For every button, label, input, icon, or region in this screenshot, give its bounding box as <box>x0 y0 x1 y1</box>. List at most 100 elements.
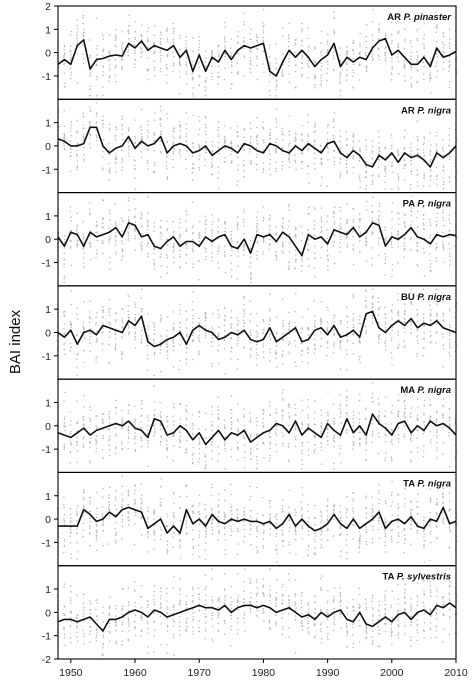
tree-dot <box>121 169 123 171</box>
tree-dot <box>185 484 188 487</box>
tree-dot <box>377 219 380 222</box>
tree-dot <box>154 400 156 403</box>
tree-dot <box>95 257 97 259</box>
tree-dot <box>75 512 78 515</box>
tree-dot <box>198 278 200 281</box>
tree-dot <box>275 84 278 86</box>
tree-dot <box>371 257 373 259</box>
tree-dot <box>134 450 137 453</box>
tree-dot <box>115 490 117 492</box>
tree-dot <box>159 235 161 238</box>
tree-dot <box>197 428 200 430</box>
tree-dot <box>358 178 361 180</box>
tree-dot <box>262 356 265 359</box>
tree-dot <box>63 45 66 48</box>
tree-dot <box>122 308 124 310</box>
tree-dot <box>76 33 78 36</box>
tree-dot <box>436 61 438 64</box>
tree-dot <box>288 342 291 345</box>
tree-dot <box>231 347 233 350</box>
tree-dot <box>146 39 149 41</box>
tree-dot <box>390 423 393 425</box>
tree-dot <box>70 121 73 123</box>
tree-dot <box>173 424 175 426</box>
tree-dot <box>358 159 361 162</box>
tree-dot <box>192 290 194 293</box>
tree-dot <box>172 40 174 43</box>
tree-dot <box>333 29 335 32</box>
tree-dot <box>217 187 220 190</box>
tree-dot <box>121 421 123 423</box>
tree-dot <box>108 543 110 545</box>
tree-dot <box>102 487 104 490</box>
tree-dot <box>404 225 406 227</box>
tree-dot <box>282 445 284 447</box>
tree-dot <box>237 530 239 533</box>
tree-dot <box>237 418 239 421</box>
tree-dot <box>192 64 194 67</box>
tree-dot <box>178 309 181 312</box>
tree-dot <box>301 124 304 127</box>
tree-dot <box>282 133 284 136</box>
tree-dot <box>217 220 220 222</box>
tree-dot <box>223 38 226 40</box>
tree-dot <box>441 32 444 34</box>
tree-dot <box>121 503 123 506</box>
tree-dot <box>102 74 105 76</box>
tree-dot <box>339 340 342 342</box>
tree-dot <box>416 69 419 71</box>
tree-dot <box>237 168 239 171</box>
tree-dot <box>198 52 200 55</box>
tree-dot <box>160 318 162 321</box>
tree-dot <box>333 420 335 423</box>
tree-dot <box>274 95 277 97</box>
tree-dot <box>320 337 323 340</box>
tree-dot <box>262 318 264 321</box>
tree-dot <box>448 70 450 72</box>
tree-dot <box>448 144 450 146</box>
tree-dot <box>108 496 110 499</box>
tree-dot <box>224 553 227 556</box>
tree-dot <box>390 428 393 431</box>
tree-dot <box>160 534 162 537</box>
tree-dot <box>236 368 239 370</box>
tree-dot <box>204 65 206 68</box>
tree-dot <box>217 71 219 74</box>
tree-dot <box>160 140 162 142</box>
tree-dot <box>146 429 149 431</box>
tree-dot <box>108 323 111 325</box>
tree-dot <box>140 437 143 440</box>
tree-dot <box>275 161 277 164</box>
tree-dot <box>217 147 220 149</box>
tree-dot <box>365 184 368 187</box>
tree-dot <box>255 546 258 548</box>
tree-dot <box>192 433 194 436</box>
tree-dot <box>288 225 290 228</box>
tree-dot <box>250 271 252 274</box>
tree-dot <box>185 451 187 454</box>
tree-dot <box>422 151 425 154</box>
tree-dot <box>89 54 91 57</box>
tree-dot <box>75 507 78 510</box>
tree-dot <box>262 40 264 43</box>
tree-dot <box>114 64 117 67</box>
tree-dot <box>115 534 117 537</box>
tree-dot <box>205 255 207 258</box>
tree-dot <box>243 208 245 211</box>
tree-dot <box>410 207 413 209</box>
tree-dot <box>429 170 432 172</box>
tree-dot <box>313 220 316 222</box>
tree-dot <box>134 511 137 514</box>
tree-dot <box>262 544 265 547</box>
tree-dot <box>301 441 304 444</box>
tree-dot <box>320 414 323 417</box>
tree-dot <box>211 232 213 234</box>
tree-dot <box>191 72 193 75</box>
tree-dot <box>76 244 78 246</box>
tree-dot <box>160 428 162 431</box>
tree-dot <box>384 313 386 316</box>
tree-dot <box>140 403 143 405</box>
y-tick-label: 1 <box>45 24 51 36</box>
tree-dot <box>352 53 355 55</box>
tree-dot <box>307 308 309 310</box>
